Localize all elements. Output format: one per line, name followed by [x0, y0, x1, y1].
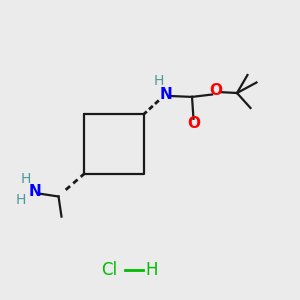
- Text: N: N: [29, 184, 41, 200]
- Text: H: H: [154, 74, 164, 88]
- Text: H: H: [145, 261, 158, 279]
- Text: N: N: [160, 87, 173, 102]
- Text: H: H: [16, 194, 26, 207]
- Text: O: O: [187, 116, 200, 131]
- Text: O: O: [209, 83, 223, 98]
- Text: Cl: Cl: [101, 261, 118, 279]
- Text: H: H: [21, 172, 31, 186]
